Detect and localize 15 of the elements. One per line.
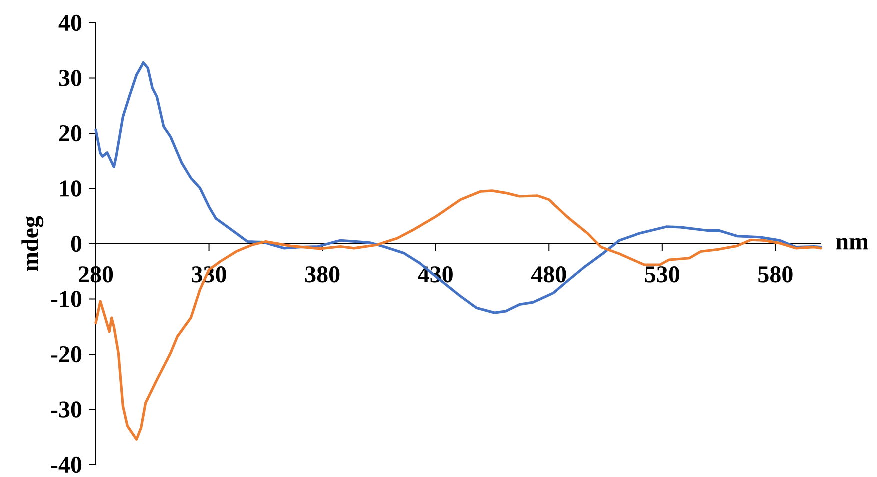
- x-tick-label: 380: [305, 266, 340, 283]
- x-tick-label: 580: [758, 266, 793, 283]
- x-tick-label: 530: [645, 266, 680, 283]
- y-tick-label: -40: [51, 456, 82, 474]
- y-tick-label: -10: [51, 291, 82, 308]
- y-axis-title: mdeg: [22, 216, 44, 272]
- y-tick-label: -20: [51, 346, 82, 363]
- y-tick-label: 30: [59, 70, 82, 86]
- y-tick-label: 10: [60, 180, 82, 197]
- y-tick-label: 0: [71, 236, 82, 252]
- y-tick-label: 20: [59, 125, 82, 142]
- y-tick-label: -30: [51, 402, 82, 418]
- x-tick-label: 480: [531, 266, 566, 283]
- y-tick-label: 40: [58, 14, 82, 32]
- x-axis-title: nm: [836, 238, 869, 250]
